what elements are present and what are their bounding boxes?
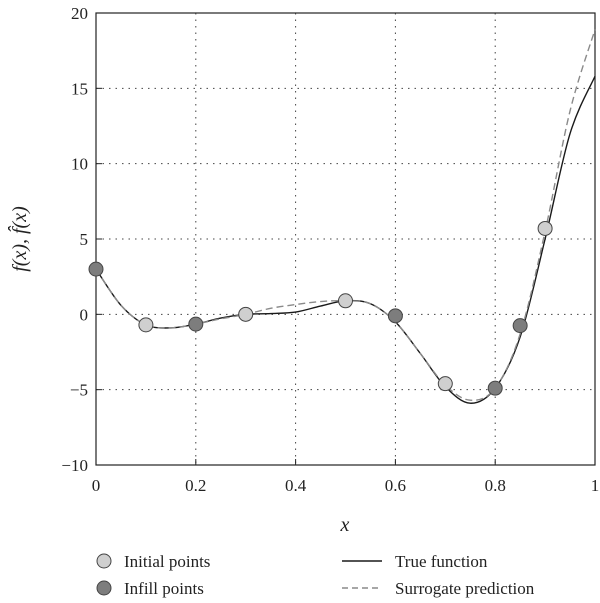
- true-function-line: [95, 76, 596, 404]
- initial-points-marker: [138, 317, 154, 333]
- grid-lines: [96, 13, 595, 465]
- series-lines: [95, 29, 596, 404]
- y-axis-label: f(x), f̂(x): [7, 206, 31, 272]
- initial-points-marker: [238, 306, 254, 322]
- y-tick-label: 15: [71, 79, 88, 98]
- initial-points-marker: [338, 293, 353, 309]
- y-tick-label: 20: [71, 4, 88, 23]
- x-tick-label: 0.6: [385, 476, 406, 495]
- x-tick-label: 0.4: [285, 476, 307, 495]
- legend-marker-infill: [96, 580, 112, 596]
- legend-label-initial: Initial points: [124, 552, 210, 571]
- legend: Initial points Infill points True functi…: [96, 552, 535, 598]
- legend-label-surrogate: Surrogate prediction: [395, 579, 535, 598]
- y-tick-label: −10: [61, 456, 88, 475]
- x-tick-label: 0.2: [185, 476, 206, 495]
- plot-frame: [95, 12, 596, 466]
- initial-points-marker: [437, 376, 453, 392]
- infill-points-marker: [387, 308, 403, 324]
- surrogate-prediction-line: [95, 29, 596, 401]
- scatter-points: [88, 220, 553, 396]
- y-tick-label: 0: [80, 305, 89, 324]
- x-tick-label: 1: [591, 476, 600, 495]
- infill-points-marker: [188, 316, 204, 332]
- axis-ticks: 0 0.2 0.4 0.6 0.8 1 −10 −5 0 5 10 15 20: [61, 4, 599, 495]
- initial-points-marker: [537, 220, 553, 236]
- infill-points-marker: [487, 380, 503, 396]
- infill-points-marker: [88, 261, 104, 277]
- y-tick-label: 5: [80, 230, 89, 249]
- infill-points-marker: [512, 318, 528, 334]
- x-tick-label: 0.8: [485, 476, 506, 495]
- y-tick-label: −5: [70, 381, 88, 400]
- x-axis-label: x: [340, 514, 350, 536]
- x-tick-label: 0: [92, 476, 101, 495]
- y-tick-label: 10: [71, 155, 88, 174]
- legend-label-infill: Infill points: [124, 579, 204, 598]
- legend-marker-initial: [96, 553, 112, 569]
- legend-label-true: True function: [395, 552, 488, 571]
